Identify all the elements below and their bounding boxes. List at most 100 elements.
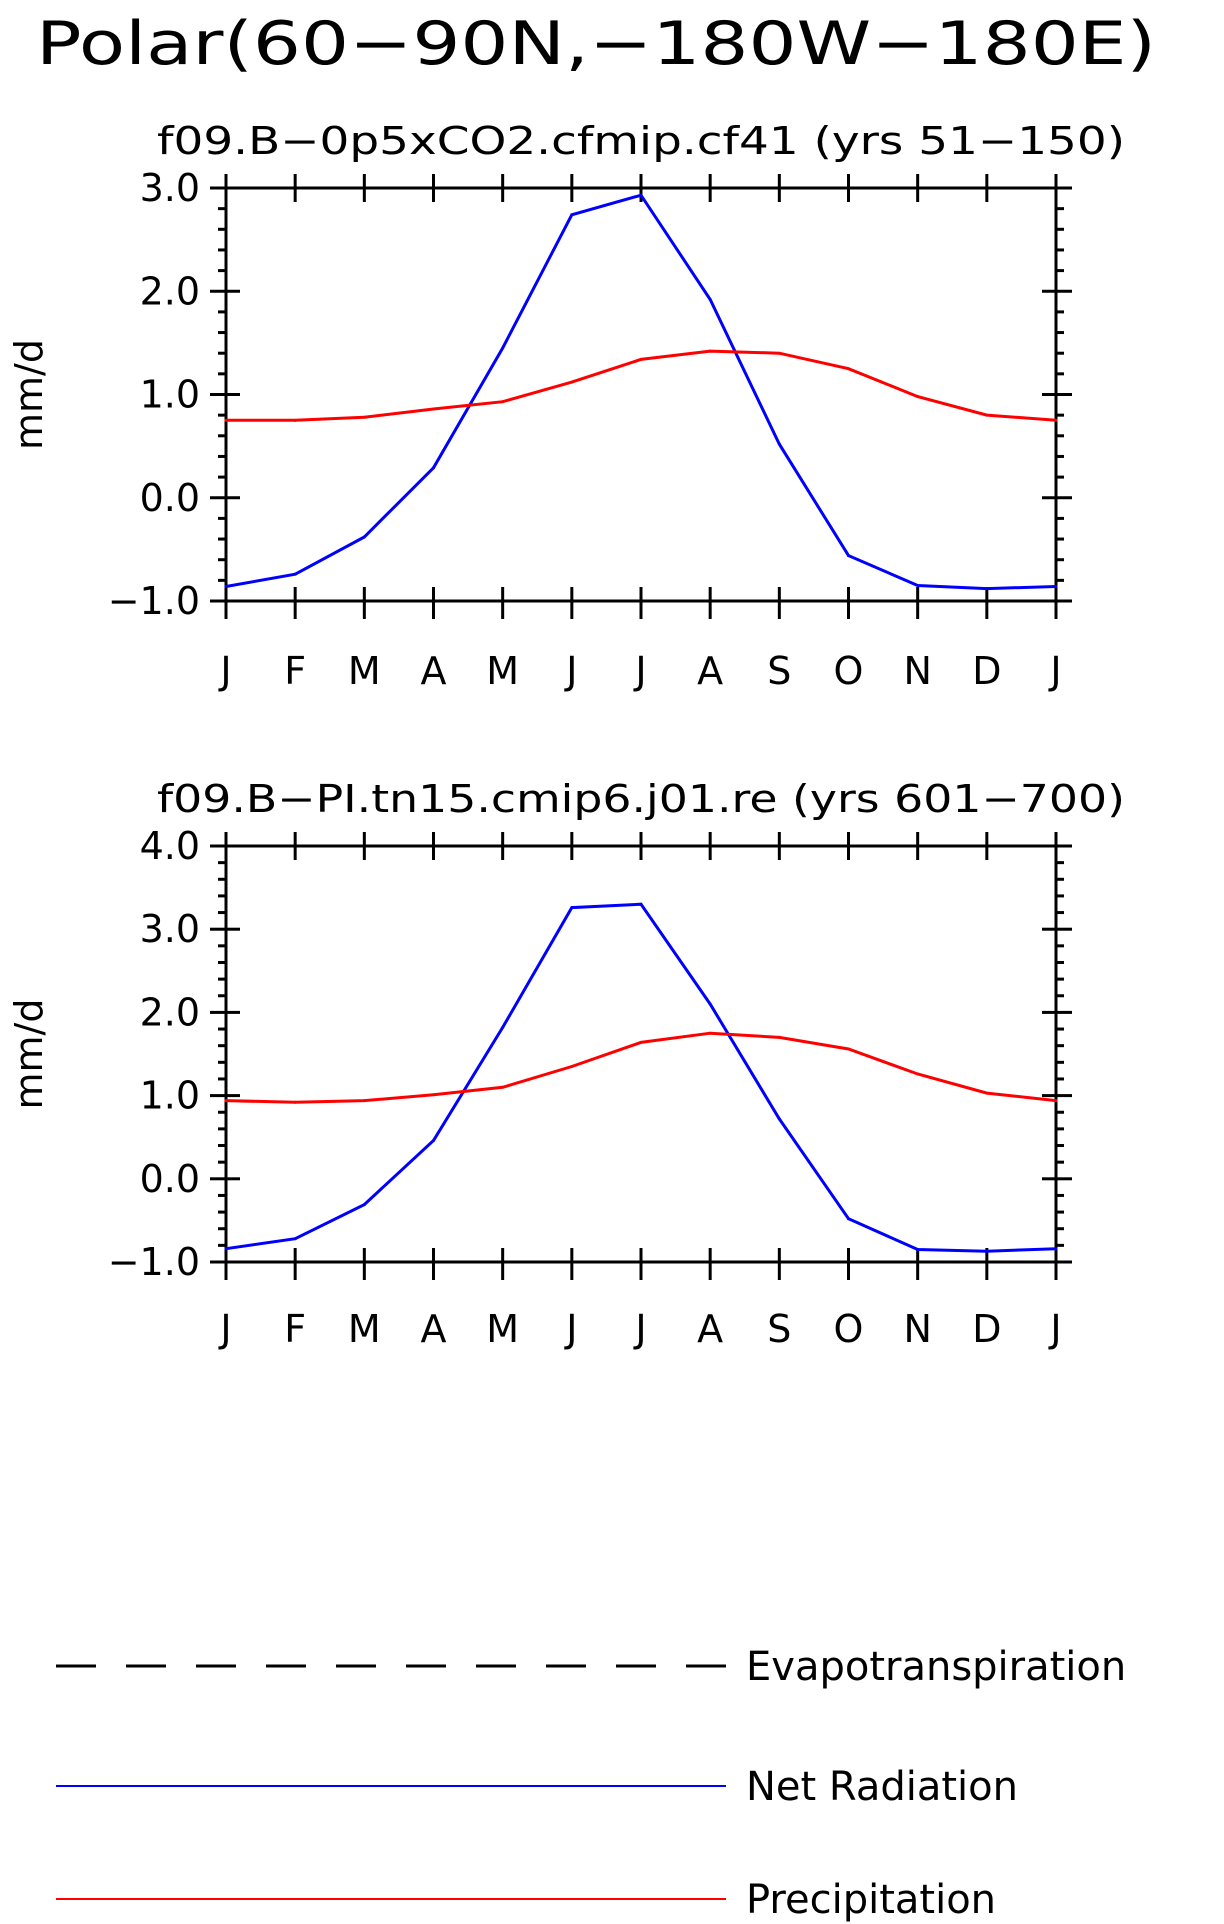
data-point <box>501 400 505 404</box>
data-point <box>847 1047 850 1051</box>
chart-panel-1: f09.B−0p5xCO2.cfmip.cf41 (yrs 51−150) −1.… <box>7 119 1125 693</box>
legend-label: Precipitation <box>746 1877 996 1923</box>
data-point <box>570 213 574 217</box>
data-point <box>224 585 228 589</box>
x-tick-label: F <box>284 1307 306 1351</box>
x-tick-label: A <box>697 649 723 693</box>
plot-frame <box>224 844 1058 1264</box>
data-point <box>362 1203 366 1207</box>
y-tick-label: 1.0 <box>140 373 200 417</box>
data-point <box>362 1099 366 1103</box>
data-point <box>985 1091 989 1095</box>
data-point <box>708 1031 712 1035</box>
data-point <box>985 413 989 417</box>
legend: Evapotranspiration Net Radiation Precipita… <box>56 1644 1126 1923</box>
data-point <box>847 554 850 558</box>
x-tick-label: A <box>697 1307 723 1351</box>
x-tick-label: F <box>284 649 306 693</box>
x-tick-label: J <box>218 649 231 693</box>
y-tick-label: −1.0 <box>108 579 200 623</box>
data-point <box>916 1072 920 1076</box>
data-point <box>293 1100 297 1104</box>
data-point <box>639 193 643 197</box>
x-tick-label: M <box>348 649 381 693</box>
data-point <box>777 1117 781 1121</box>
y-tick-label: 0.0 <box>140 476 200 520</box>
data-point <box>708 298 712 302</box>
data-point <box>293 418 297 422</box>
data-point <box>1054 1247 1058 1251</box>
x-tick-label: M <box>486 1307 519 1351</box>
data-point <box>777 351 781 355</box>
x-tick-label: D <box>972 1307 1001 1351</box>
data-point <box>293 1237 297 1241</box>
data-point <box>916 1248 920 1252</box>
x-tick-label: O <box>834 1307 864 1351</box>
y-axis-label: mm/d <box>7 339 51 450</box>
x-tick-label: J <box>1048 1307 1061 1351</box>
x-tick-label: D <box>972 649 1001 693</box>
y-tick-label: 2.0 <box>140 990 200 1034</box>
chart-title: f09.B−0p5xCO2.cfmip.cf41 (yrs 51−150) <box>157 119 1125 163</box>
data-point <box>916 584 920 588</box>
data-point <box>639 1040 643 1044</box>
x-tick-label: M <box>348 1307 381 1351</box>
data-point <box>501 346 505 350</box>
data-point <box>501 1025 505 1029</box>
x-tick-label: J <box>564 1307 577 1351</box>
legend-label: Evapotranspiration <box>746 1644 1126 1690</box>
chart-panel-2: f09.B−PI.tn15.cmip6.j01.re (yrs 601−700)… <box>7 777 1125 1351</box>
data-point <box>224 1247 228 1251</box>
x-tick-label: J <box>218 1307 231 1351</box>
data-point <box>1054 1099 1058 1103</box>
x-tick-label: J <box>633 1307 646 1351</box>
data-point <box>293 572 297 576</box>
data-point <box>1054 585 1058 589</box>
data-point <box>985 587 989 591</box>
x-tick-label: J <box>1048 649 1061 693</box>
x-tick-label: A <box>421 1307 447 1351</box>
data-point <box>432 1139 435 1143</box>
x-tick-label: J <box>564 649 577 693</box>
chart-title: f09.B−PI.tn15.cmip6.j01.re (yrs 601−700) <box>157 777 1125 821</box>
y-axis-label: mm/d <box>7 999 51 1110</box>
data-point <box>777 1035 781 1039</box>
data-point <box>570 906 574 910</box>
page-title: Polar(60−90N,−180W−180E) <box>36 9 1156 79</box>
x-tick-label: N <box>903 649 931 693</box>
legend-label: Net Radiation <box>746 1764 1018 1810</box>
plot-frame <box>224 186 1058 603</box>
data-point <box>847 1217 850 1221</box>
data-point <box>708 349 712 353</box>
data-point <box>362 535 366 539</box>
y-tick-label: −1.0 <box>108 1240 200 1284</box>
x-tick-label: N <box>903 1307 931 1351</box>
x-tick-label: J <box>633 649 646 693</box>
series-line-precipitation <box>226 349 1057 422</box>
series-line-net-radiation <box>225 193 1057 591</box>
data-point <box>570 380 574 384</box>
y-tick-label: 3.0 <box>140 166 200 210</box>
data-point <box>639 902 643 906</box>
data-point <box>432 466 435 470</box>
x-tick-label: S <box>767 1307 791 1351</box>
data-point <box>708 1002 712 1006</box>
y-tick-label: 2.0 <box>140 269 200 313</box>
x-tick-label: M <box>486 649 519 693</box>
data-point <box>639 357 643 361</box>
data-point <box>224 418 228 422</box>
data-point <box>985 1249 989 1253</box>
y-tick-label: 3.0 <box>140 907 200 951</box>
data-point <box>432 1093 435 1097</box>
data-point <box>916 395 920 399</box>
data-point <box>224 1099 228 1103</box>
data-point <box>362 415 366 419</box>
x-tick-label: O <box>834 649 864 693</box>
data-point <box>847 367 850 371</box>
y-tick-label: 4.0 <box>140 824 200 868</box>
data-point <box>501 1085 505 1089</box>
x-tick-label: S <box>767 649 791 693</box>
data-point <box>432 407 435 411</box>
x-tick-label: A <box>421 649 447 693</box>
